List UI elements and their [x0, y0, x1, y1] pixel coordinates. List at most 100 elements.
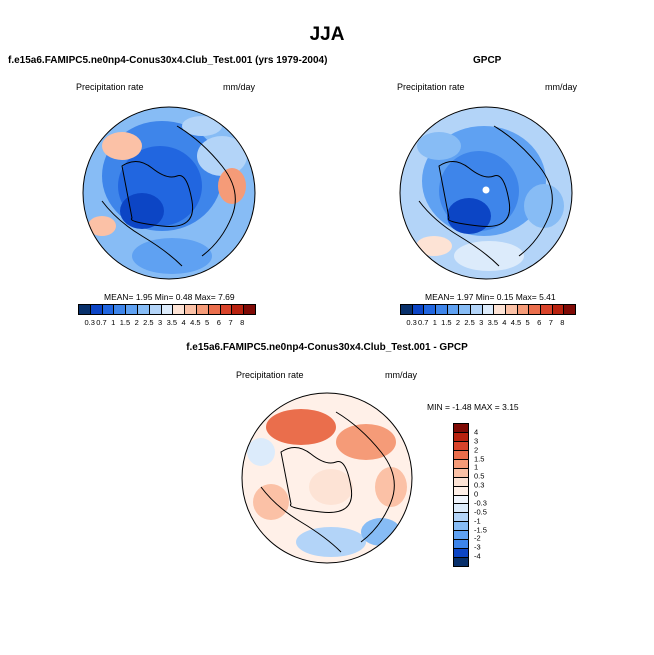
obs-colorbar-swatch: [459, 305, 472, 314]
obs-var-label: Precipitation rate: [397, 82, 465, 92]
model-colorbar-tick-label: 1.5: [119, 318, 131, 327]
diff-colorbar-swatch: [454, 531, 468, 541]
obs-colorbar-swatch: [552, 305, 565, 314]
diff-colorbar-swatch: [454, 441, 468, 451]
model-colorbar-swatch: [173, 305, 186, 314]
model-colorbar-swatch: [149, 305, 162, 314]
model-colorbar-tick-label: 4.5: [190, 318, 201, 327]
obs-colorbar-tick-label: 6: [537, 318, 542, 327]
model-colorbar-swatch: [137, 305, 150, 314]
model-colorbar-tick-label: 2: [134, 318, 139, 327]
obs-colorbar-tick-label: 3: [479, 318, 484, 327]
model-polar-map: [82, 106, 256, 280]
diff-stats: MIN = -1.48 MAX = 3.15: [427, 402, 519, 412]
diff-colorbar-swatch: [454, 558, 468, 566]
obs-colorbar-swatch: [471, 305, 483, 314]
model-colorbar-tick-label: 1: [111, 318, 116, 327]
obs-colorbar-swatch: [424, 305, 437, 314]
model-colorbar-tick-label: 8: [240, 318, 245, 327]
page-title: JJA: [309, 24, 345, 45]
diff-colorbar-ticks: 4 3 2 1.5 1 0.5 0.3 0 -0.3 -0.5 -1 -1.5 -2 -3 -4: [474, 423, 504, 565]
diff-polar-map: [241, 392, 413, 564]
obs-colorbar-tick-label: 0.7: [417, 318, 429, 327]
obs-colorbar-swatch: [506, 305, 518, 314]
diff-colorbar-tick-label: -4: [474, 551, 481, 561]
diff-colorbar-tick-label: 4: [474, 427, 479, 437]
diff-colorbar-swatch: [454, 549, 468, 559]
model-colorbar-swatch: [232, 305, 245, 314]
diff-colorbar-swatch: [454, 468, 468, 478]
model-colorbar-tick-label: 4: [181, 318, 186, 327]
model-stats: MEAN= 1.95 Min= 0.48 Max= 7.69: [104, 292, 235, 302]
diff-colorbar-tick-label: 1.5: [474, 454, 485, 463]
model-colorbar-tick-label: 3.5: [166, 318, 178, 327]
obs-colorbar-swatch: [517, 305, 530, 314]
model-panel-title: f.e15a6.FAMIPC5.ne0np4-Conus30x4.Club_Te…: [8, 55, 328, 66]
obs-colorbar-tick-label: 1.5: [441, 318, 452, 327]
diff-panel-title: f.e15a6.FAMIPC5.ne0np4-Conus30x4.Club_Te…: [186, 342, 468, 353]
model-colorbar-tick-label: 0.7: [96, 318, 107, 327]
obs-colorbar-tick-label: 2: [455, 318, 461, 327]
obs-colorbar-tick-label: 1: [432, 318, 437, 327]
obs-stats: MEAN= 1.97 Min= 0.15 Max= 5.41: [425, 292, 556, 302]
model-colorbar-swatch: [244, 305, 255, 314]
diff-colorbar-tick-label: -1.5: [474, 525, 487, 534]
obs-colorbar-swatch: [447, 305, 460, 314]
model-var-label: Precipitation rate: [76, 82, 144, 92]
obs-colorbar-swatch: [412, 305, 425, 314]
diff-colorbar-swatch: [454, 459, 468, 469]
diff-colorbar-tick-label: -0.3: [474, 498, 487, 508]
model-colorbar-swatch: [161, 305, 174, 314]
obs-colorbar-swatch: [529, 305, 542, 314]
obs-colorbar-swatch: [564, 305, 576, 314]
diff-colorbar-swatch: [454, 495, 468, 505]
model-colorbar-swatch: [79, 305, 91, 314]
model-colorbar-tick-label: 7: [228, 318, 233, 327]
diff-colorbar-tick-label: -3: [474, 542, 481, 552]
model-colorbar: [78, 304, 256, 315]
obs-colorbar-ticks: 0.3 0.7 1 1.5 2 2.5 3 3.5 4 4.5 5 6 7 8: [400, 318, 574, 328]
diff-colorbar-swatch: [454, 540, 468, 550]
obs-units: mm/day: [545, 82, 578, 92]
obs-colorbar-tick-label: 4.5: [510, 318, 522, 327]
diff-colorbar-tick-label: -0.5: [474, 507, 487, 517]
model-colorbar-tick-label: 6: [216, 318, 221, 327]
diff-colorbar-swatch: [454, 504, 468, 514]
obs-colorbar-tick-label: 7: [548, 318, 553, 327]
model-colorbar-swatch: [114, 305, 127, 314]
diff-colorbar-tick-label: 1: [474, 462, 479, 472]
diff-colorbar-swatch: [454, 424, 468, 433]
model-colorbar-tick-label: 0.3: [84, 318, 95, 327]
obs-colorbar: [400, 304, 576, 315]
model-colorbar-swatch: [196, 305, 209, 314]
model-colorbar-swatch: [220, 305, 233, 314]
diff-colorbar-tick-label: 0.3: [474, 480, 485, 490]
model-colorbar-ticks: 0.3 0.7 1 1.5 2 2.5 3 3.5 4 4.5 5 6 7 8: [78, 318, 254, 328]
obs-colorbar-swatch: [401, 305, 413, 314]
obs-colorbar-swatch: [482, 305, 495, 314]
obs-colorbar-tick-label: 5: [525, 318, 530, 327]
model-colorbar-tick-label: 2.5: [143, 318, 154, 327]
model-colorbar-swatch: [102, 305, 115, 314]
diff-colorbar-swatch: [454, 486, 468, 496]
diff-colorbar-tick-label: -2: [474, 533, 481, 543]
obs-colorbar-swatch: [436, 305, 448, 314]
obs-colorbar-tick-label: 3.5: [487, 318, 499, 327]
model-colorbar-swatch: [126, 305, 138, 314]
obs-colorbar-swatch: [541, 305, 553, 314]
diff-colorbar-swatch: [454, 432, 468, 442]
model-colorbar-tick-label: 5: [204, 318, 210, 327]
model-colorbar-tick-label: 3: [158, 318, 163, 327]
obs-panel-title: GPCP: [473, 55, 502, 66]
diff-colorbar-tick-label: 3: [474, 436, 479, 446]
obs-colorbar-tick-label: 4: [502, 318, 507, 327]
diff-colorbar-tick-label: 0: [474, 489, 479, 499]
obs-colorbar-tick-label: 8: [560, 318, 565, 327]
diff-var-label: Precipitation rate: [236, 370, 304, 380]
diff-colorbar-swatch: [454, 477, 468, 487]
model-colorbar-swatch: [208, 305, 221, 314]
diff-colorbar-tick-label: 0.5: [474, 471, 485, 481]
model-colorbar-swatch: [90, 305, 103, 314]
obs-polar-map: [399, 106, 573, 280]
diff-colorbar-swatch: [454, 522, 468, 532]
